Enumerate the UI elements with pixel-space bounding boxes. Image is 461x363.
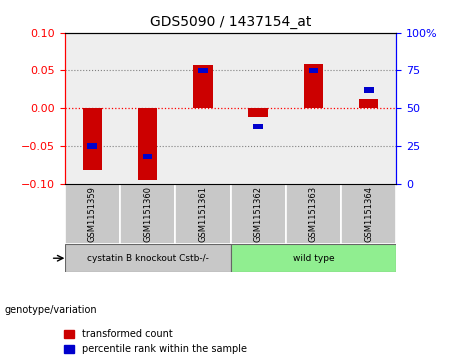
Text: cystatin B knockout Cstb-/-: cystatin B knockout Cstb-/- <box>87 254 208 263</box>
Bar <box>359 99 378 108</box>
Bar <box>308 68 319 73</box>
Bar <box>286 184 341 244</box>
Legend: transformed count, percentile rank within the sample: transformed count, percentile rank withi… <box>60 326 250 358</box>
Bar <box>120 184 175 244</box>
Bar <box>65 244 230 272</box>
Bar <box>341 184 396 244</box>
Text: GSM1151359: GSM1151359 <box>88 186 97 242</box>
Text: GSM1151361: GSM1151361 <box>198 186 207 242</box>
Text: wild type: wild type <box>293 254 334 263</box>
Text: GSM1151362: GSM1151362 <box>254 186 263 242</box>
Text: genotype/variation: genotype/variation <box>5 305 97 315</box>
Bar <box>175 184 230 244</box>
Bar <box>83 108 102 170</box>
Bar <box>87 143 97 148</box>
Text: GSM1151360: GSM1151360 <box>143 186 152 242</box>
Bar <box>138 108 157 180</box>
Bar <box>230 184 286 244</box>
Bar <box>304 64 323 108</box>
Bar <box>193 65 213 108</box>
Title: GDS5090 / 1437154_at: GDS5090 / 1437154_at <box>150 15 311 29</box>
Text: GSM1151363: GSM1151363 <box>309 186 318 242</box>
Bar <box>248 108 268 117</box>
Bar <box>364 87 374 93</box>
Bar <box>230 244 396 272</box>
Bar <box>253 124 263 129</box>
Text: GSM1151364: GSM1151364 <box>364 186 373 242</box>
Bar <box>142 154 153 159</box>
Bar <box>198 68 208 73</box>
Bar <box>65 184 120 244</box>
